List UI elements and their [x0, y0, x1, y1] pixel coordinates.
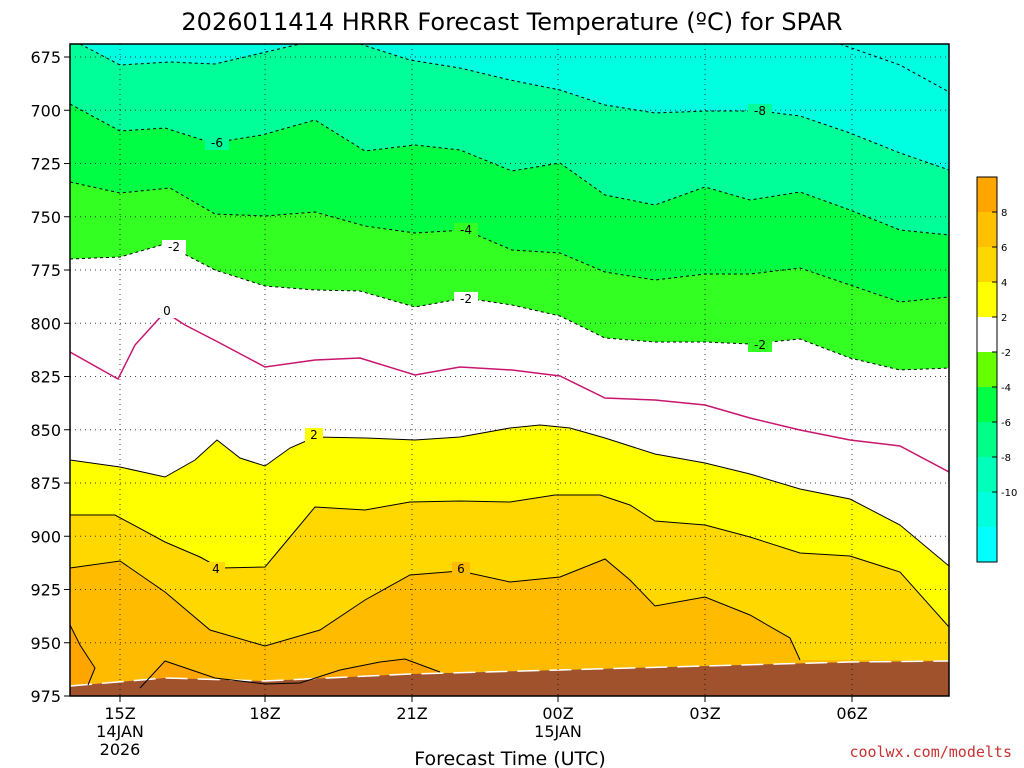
- y-tick-label: 825: [30, 368, 61, 387]
- colorbar-swatch: [977, 527, 997, 563]
- x-tick-sublabel: 2026: [100, 740, 141, 759]
- contour-label-bg: [205, 136, 229, 150]
- grid-lines: [70, 44, 949, 696]
- contour-label-bg: [305, 428, 323, 442]
- contour-label-bg: [158, 304, 176, 318]
- colorbar-frame: [976, 176, 998, 563]
- contour-fill-layers: [70, 44, 949, 696]
- contour-labels: -6 -8 -4 -2 0 2 4 6 -2 -2: [158, 104, 772, 576]
- band-6-to-8: [70, 559, 949, 696]
- y-tick-label: 900: [30, 527, 61, 546]
- contour-label: 6: [457, 562, 465, 576]
- y-tick-label: 800: [30, 314, 61, 333]
- colorbar-label: 2: [1001, 313, 1007, 324]
- contour-label: -2: [168, 240, 180, 254]
- contour-label-bg: [452, 562, 470, 576]
- terrain-fill: [70, 661, 949, 696]
- contour-label-bg: [454, 292, 478, 306]
- contour-6: [70, 558, 801, 661]
- contour-minus2: [70, 243, 949, 371]
- contour-label: 4: [212, 562, 220, 576]
- x-tick-sublabel: 15JAN: [534, 722, 582, 741]
- contour-minus4: [70, 181, 949, 303]
- contour-label: -8: [754, 104, 766, 118]
- plot-frame: [69, 43, 950, 697]
- y-tick-label: 750: [30, 208, 61, 227]
- colorbar-label: -4: [1001, 383, 1011, 394]
- colorbar-swatch: [977, 492, 997, 528]
- contour-label: -2: [754, 338, 766, 352]
- colorbar-swatch: [977, 317, 997, 353]
- x-tick-label: 21Z: [396, 704, 427, 723]
- contour-label: -4: [460, 223, 472, 237]
- colorbar-swatch: [977, 387, 997, 423]
- colorbar-label: -6: [1001, 418, 1011, 429]
- y-tick-label: 875: [30, 474, 61, 493]
- colorbar: 8 6 4 2 -2 -4 -6 -8 -10: [976, 176, 1017, 563]
- colorbar-swatch: [977, 212, 997, 248]
- y-tick-label: 850: [30, 421, 61, 440]
- contour-8-left: [70, 624, 96, 686]
- colorbar-label: -2: [1001, 348, 1011, 359]
- colorbar-label: 4: [1001, 278, 1007, 289]
- colorbar-swatch: [977, 457, 997, 493]
- contour-label: -6: [211, 136, 223, 150]
- contour-label-bg: [162, 240, 186, 254]
- y-tick-label: 775: [30, 261, 61, 280]
- contour-2: [70, 424, 949, 567]
- colorbar-swatch: [977, 247, 997, 283]
- colorbar-swatch: [977, 352, 997, 388]
- colorbar-label: 8: [1001, 208, 1007, 219]
- colorbar-label: -10: [1001, 488, 1017, 499]
- band-above-8-left: [70, 625, 95, 690]
- y-tick-label: 675: [30, 48, 61, 67]
- x-tick-label: 15Z: [104, 704, 135, 723]
- x-tick-label: 00Z: [542, 704, 573, 723]
- x-tick-label: 18Z: [249, 704, 280, 723]
- contour-label: 2: [310, 428, 318, 442]
- colorbar-swatch: [977, 422, 997, 458]
- x-tick-sublabel: 14JAN: [96, 722, 144, 741]
- contour-minus8: [79, 44, 949, 171]
- colorbar-label: 6: [1001, 243, 1007, 254]
- contour-8-mid: [139, 658, 441, 689]
- y-tick-label: 700: [30, 101, 61, 120]
- y-tick-label: 725: [30, 155, 61, 174]
- terrain-edge: [70, 660, 949, 687]
- credit-text: coolwx.com/modelts: [849, 743, 1012, 761]
- contour-label-bg: [207, 562, 225, 576]
- contour-label: -2: [460, 292, 472, 306]
- y-tick-label: 975: [30, 687, 61, 706]
- y-axis: 675 700 725 750 775 800 825 850 875 900 925 950 975: [30, 48, 70, 706]
- x-tick-label: 03Z: [689, 704, 720, 723]
- x-axis-label: Forecast Time (UTC): [414, 748, 605, 768]
- contour-label-bg: [748, 338, 772, 352]
- contour-label: 0: [163, 304, 171, 318]
- colorbar-swatch: [977, 282, 997, 318]
- contour-label-bg: [748, 104, 772, 118]
- contour-label-bg: [454, 223, 478, 237]
- x-tick-label: 06Z: [836, 704, 867, 723]
- chart-title: 2026011414 HRRR Forecast Temperature (ºC…: [181, 8, 842, 36]
- colorbar-label: -8: [1001, 453, 1011, 464]
- y-tick-label: 925: [30, 581, 61, 600]
- colorbar-swatch: [977, 177, 997, 213]
- y-tick-label: 950: [30, 634, 61, 653]
